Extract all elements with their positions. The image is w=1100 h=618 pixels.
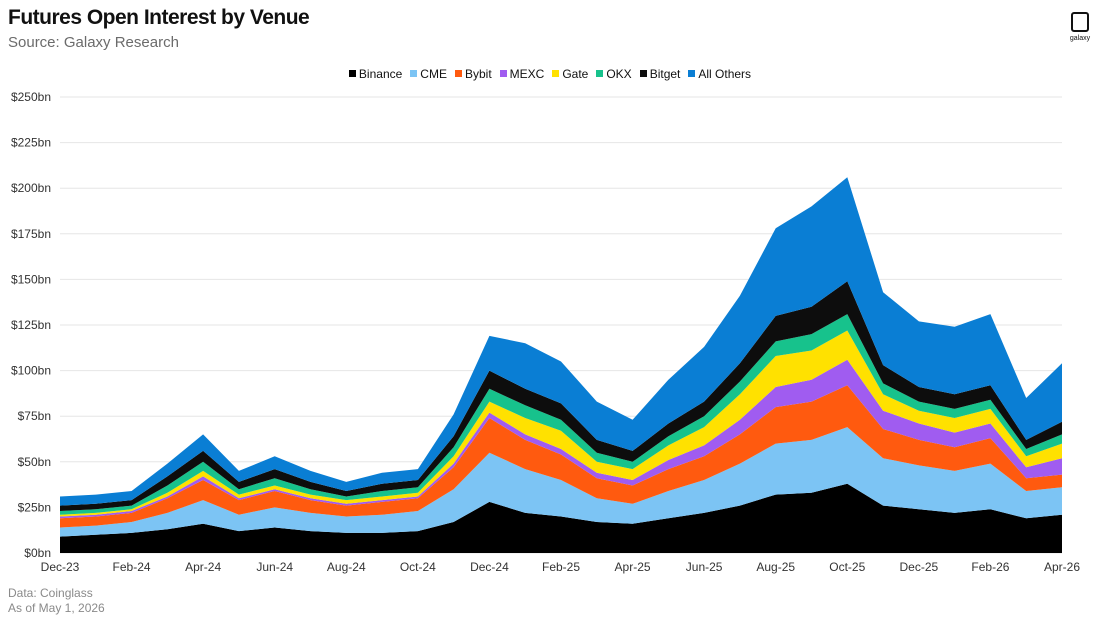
y-tick-label: $225bn <box>11 136 51 150</box>
y-tick-label: $250bn <box>11 90 51 104</box>
x-tick-label: Dec-24 <box>470 560 509 574</box>
x-tick-label: Oct-25 <box>829 560 865 574</box>
x-tick-label: Dec-23 <box>41 560 80 574</box>
x-tick-label: Jun-25 <box>686 560 723 574</box>
x-tick-label: Aug-25 <box>756 560 795 574</box>
footnote-data-source: Data: Coinglass <box>8 586 93 600</box>
legend-item-okx: OKX <box>596 67 632 81</box>
chart-subtitle: Source: Galaxy Research <box>8 34 179 51</box>
legend-label: All Others <box>698 67 752 81</box>
legend-label: Bitget <box>649 67 681 81</box>
y-tick-label: $175bn <box>11 227 51 241</box>
area-mexc <box>60 359 1062 519</box>
legend-label: Gate <box>562 67 589 81</box>
legend-item-cme: CME <box>410 67 447 81</box>
legend-swatch <box>499 70 507 77</box>
x-tick-label: Feb-26 <box>971 560 1009 574</box>
y-tick-label: $200bn <box>11 181 51 195</box>
legend-item-gate: Gate <box>552 67 588 81</box>
x-tick-label: Apr-26 <box>1044 560 1080 574</box>
footnote: Data: Coinglass As of May 1, 2026 <box>8 586 105 616</box>
area-all-others <box>60 177 1062 506</box>
x-tick-label: Feb-24 <box>113 560 151 574</box>
legend-swatch <box>552 70 560 77</box>
footnote-as-of-date: As of May 1, 2026 <box>8 601 105 615</box>
y-tick-label: $150bn <box>11 272 51 286</box>
legend-swatch <box>639 70 647 77</box>
legend-label: Bybit <box>464 67 492 81</box>
legend-label: CME <box>420 67 447 81</box>
x-tick-label: Apr-24 <box>185 560 221 574</box>
series-areas <box>60 177 1062 553</box>
legend-label: Binance <box>358 67 403 81</box>
y-tick-label: $100bn <box>11 364 51 378</box>
area-gate <box>60 330 1062 517</box>
area-bybit <box>60 385 1062 528</box>
galaxy-logo: galaxy <box>1066 12 1094 42</box>
y-tick-label: $125bn <box>11 318 51 332</box>
chart-legend: Binance CME Bybit MEXC Gate OKX Bitget All Othe… <box>0 67 1100 81</box>
legend-label: OKX <box>606 67 632 81</box>
y-axis-tick-labels: $0bn $25bn $50bn $75bn $100bn $125bn $150bn $17… <box>11 90 51 560</box>
area-bitget <box>60 281 1062 511</box>
area-okx <box>60 314 1062 515</box>
x-tick-label: Apr-25 <box>615 560 651 574</box>
galaxy-logo-icon <box>1071 12 1089 32</box>
x-tick-label: Jun-24 <box>256 560 293 574</box>
x-tick-label: Aug-24 <box>327 560 366 574</box>
x-axis-tick-labels: Dec-23 Feb-24 Apr-24 Jun-24 Aug-24 Oct-24 Dec-… <box>41 560 1081 574</box>
legend-swatch <box>596 70 604 77</box>
legend-item-bybit: Bybit <box>454 67 492 81</box>
legend-swatch <box>454 70 462 77</box>
legend-item-binance: Binance <box>348 67 403 81</box>
x-tick-label: Oct-24 <box>400 560 436 574</box>
y-tick-label: $75bn <box>18 409 51 423</box>
y-tick-label: $25bn <box>18 500 51 514</box>
x-tick-label: Dec-25 <box>900 560 939 574</box>
legend-label: MEXC <box>509 67 545 81</box>
legend-item-bitget: Bitget <box>639 67 681 81</box>
legend-swatch <box>410 70 418 77</box>
y-tick-label: $50bn <box>18 455 51 469</box>
area-binance <box>60 483 1062 553</box>
x-tick-label: Feb-25 <box>542 560 580 574</box>
area-cme <box>60 427 1062 537</box>
legend-item-all-others: All Others <box>688 67 751 81</box>
galaxy-logo-text: galaxy <box>1069 35 1091 42</box>
legend-swatch <box>348 70 356 77</box>
legend-swatch <box>688 70 696 77</box>
chart-title: Futures Open Interest by Venue <box>8 6 310 29</box>
y-tick-label: $0bn <box>24 546 51 560</box>
legend-item-mexc: MEXC <box>499 67 545 81</box>
